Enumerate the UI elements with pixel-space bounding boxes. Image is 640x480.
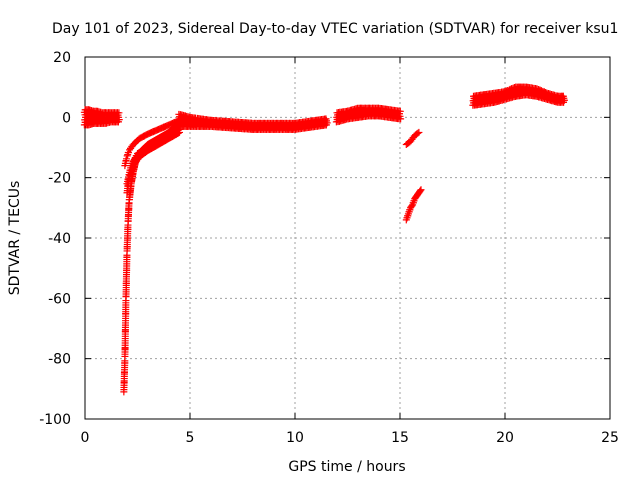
- data-point: [408, 202, 416, 210]
- data-point: [406, 206, 414, 214]
- y-tick-label: -40: [48, 231, 71, 247]
- data-point: [409, 133, 417, 141]
- data-point: [559, 92, 567, 100]
- x-tick-label: 15: [391, 430, 409, 446]
- data-point: [124, 149, 132, 157]
- data-point: [162, 133, 169, 141]
- x-tick-label: 5: [186, 430, 195, 446]
- x-axis-label: GPS time / hours: [288, 459, 405, 475]
- x-tick-labels: 0 5 10 15 20 25: [81, 430, 619, 446]
- x-tick-label: 0: [81, 430, 90, 446]
- data-point: [417, 186, 425, 194]
- data-point: [396, 107, 404, 115]
- data-point: [140, 132, 148, 140]
- chart-title: Day 101 of 2023, Sidereal Day-to-day VTE…: [52, 21, 618, 37]
- data-point: [122, 155, 130, 163]
- y-tick-label: 0: [62, 110, 71, 126]
- data-point: [415, 128, 423, 136]
- y-tick-labels: -100 -80 -60 -40 -20 0 20: [39, 50, 71, 428]
- y-tick-label: 20: [53, 50, 71, 66]
- data-point: [132, 152, 140, 160]
- axis-ticks: [84, 56, 611, 420]
- y-tick-label: -100: [39, 412, 71, 428]
- y-tick-label: -80: [48, 352, 71, 368]
- x-tick-label: 10: [286, 430, 304, 446]
- data-point: [149, 128, 157, 136]
- data-point: [151, 139, 159, 147]
- data-point: [127, 164, 135, 172]
- data-point: [410, 197, 418, 205]
- data-point: [115, 109, 123, 117]
- data-point: [414, 129, 422, 137]
- data-point: [134, 136, 141, 144]
- data-point: [128, 142, 136, 150]
- data-point: [160, 123, 168, 131]
- data-point: [172, 127, 180, 135]
- data-point: [404, 212, 412, 220]
- data-point: [141, 146, 148, 154]
- data-point: [322, 115, 330, 123]
- data-points: [80, 83, 568, 396]
- y-tick-label: -20: [48, 171, 71, 187]
- data-point: [416, 187, 424, 195]
- y-axis-label: SDTVAR / TECUs: [7, 181, 23, 296]
- x-tick-label: 25: [601, 430, 619, 446]
- data-point: [170, 119, 178, 127]
- x-tick-label: 20: [496, 430, 514, 446]
- y-tick-label: -60: [48, 291, 71, 307]
